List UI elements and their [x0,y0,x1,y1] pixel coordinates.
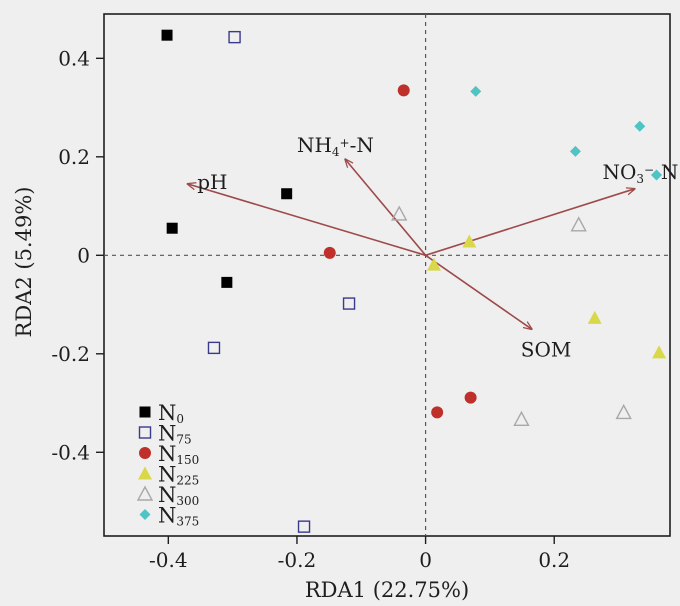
point-n375 [470,85,482,97]
point-n225 [587,310,602,324]
arrow-ph [188,184,426,257]
point-n75 [297,520,311,533]
arrow-nh4-n [345,159,427,256]
point-n150 [323,246,336,259]
legend-label-n375: N375 [158,504,199,529]
legend-marker-n375 [139,509,151,520]
legend-marker-n150 [139,447,151,459]
arrow-label-ph: pH [197,170,227,194]
point-n75 [342,297,356,310]
point-n0 [221,276,233,288]
y-axis-title: RDA2 (5.49%) [12,187,36,338]
point-n75 [207,341,221,355]
legend-label-n225: N225 [158,463,199,488]
x-axis: -0.4 -0.2 0 0.2 [149,536,570,572]
sample-points [161,29,667,533]
point-n150 [397,84,410,97]
arrow-som [425,254,532,329]
y-axis: -0.4 -0.2 0 0.2 0.4 [51,46,104,464]
y-tick-label: -0.2 [51,342,90,366]
point-n225 [652,345,667,359]
point-n225 [462,234,477,248]
legend-marker-n300 [136,485,154,501]
legend-marker-n75 [138,426,152,439]
y-tick-label: 0.4 [58,46,90,70]
point-n0 [166,222,178,234]
zero-lines [104,14,670,536]
x-tick-label: -0.4 [149,548,188,572]
point-n375 [650,169,662,181]
point-n375 [569,145,581,157]
y-tick-label: -0.4 [51,440,90,464]
point-n150 [431,406,444,419]
point-n150 [464,391,477,404]
point-n300 [391,205,408,221]
point-n0 [161,29,173,41]
point-n300 [570,216,587,232]
arrow-no3-n [425,189,635,257]
arrow-label-nh4-n: NH4+-N [297,133,374,159]
point-n225 [426,257,441,271]
legend-label-n300: N300 [158,483,199,508]
x-tick-label: 0 [419,548,432,572]
point-n300 [513,410,530,426]
x-axis-title: RDA1 (22.75%) [305,578,469,602]
y-tick-label: 0 [77,243,90,267]
point-n0 [281,188,293,200]
legend-marker-n225 [138,466,152,480]
point-n300 [615,403,632,420]
arrow-label-som: SOM [521,337,572,361]
legend-label-n0: N0 [158,401,184,426]
legend-label-n75: N75 [158,422,192,447]
legend-marker-n0 [139,406,151,418]
point-n75 [228,30,241,44]
legend-label-n150: N150 [158,442,199,467]
x-tick-label: 0.2 [538,548,570,572]
y-tick-label: 0.2 [58,145,90,169]
plot-frame [103,13,671,537]
x-tick-label: -0.2 [278,548,317,572]
point-n375 [634,120,646,132]
